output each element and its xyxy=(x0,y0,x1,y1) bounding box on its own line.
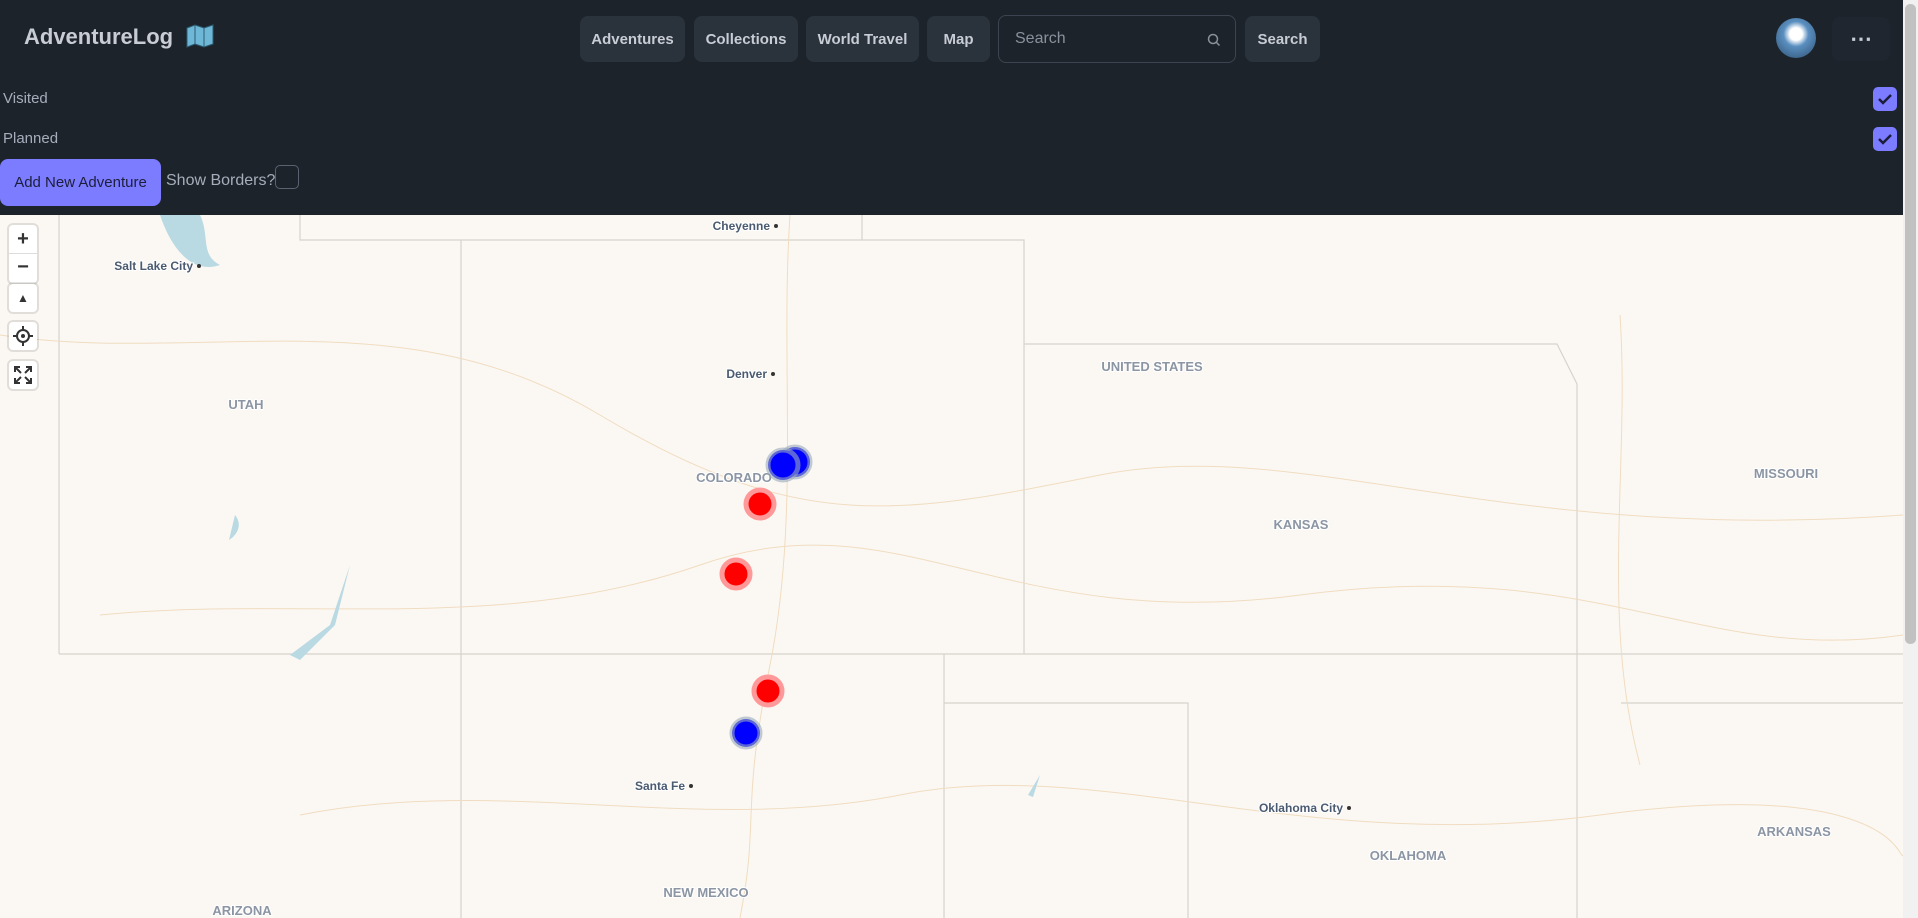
planned-checkbox[interactable] xyxy=(1873,127,1897,151)
city-dot xyxy=(771,372,775,376)
brand-text[interactable]: AdventureLog xyxy=(24,24,174,49)
city-dot xyxy=(774,224,778,228)
region-label: COLORADO xyxy=(696,470,772,485)
city-dot xyxy=(1347,806,1351,810)
planned-marker[interactable] xyxy=(743,487,777,521)
region-label: MISSOURI xyxy=(1754,466,1818,481)
region-label: KANSAS xyxy=(1274,517,1329,532)
search-button[interactable]: Search xyxy=(1245,16,1320,62)
city-label: Oklahoma City xyxy=(1259,801,1343,815)
search-icon xyxy=(1207,33,1221,47)
city-label: Salt Lake City xyxy=(114,259,193,273)
region-label: OKLAHOMA xyxy=(1370,848,1447,863)
region-label: NEW MEXICO xyxy=(663,885,748,900)
nav-button[interactable]: Adventures xyxy=(580,16,685,62)
search-placeholder: Search xyxy=(1015,30,1066,47)
nav-button[interactable]: Map xyxy=(927,16,990,62)
zoom-control: + − xyxy=(9,225,37,283)
planned-marker[interactable] xyxy=(719,557,753,591)
planned-label: Planned xyxy=(3,130,59,147)
marker-group xyxy=(719,444,813,750)
borders-checkbox[interactable] xyxy=(275,165,299,189)
nav-button[interactable]: Collections xyxy=(694,16,798,62)
menu-button[interactable]: ⋯ xyxy=(1832,17,1890,61)
brand[interactable]: AdventureLog xyxy=(24,24,215,50)
compass[interactable]: ▲ xyxy=(9,284,37,312)
map-overlay: ARIZONA NEW MEXICO ARKANSAS OKLAHOMA Oklahom… xyxy=(113,218,1832,918)
brand-icon xyxy=(186,24,214,48)
city-dot xyxy=(689,784,693,788)
avatar[interactable] xyxy=(1776,18,1816,58)
scrollbar xyxy=(1903,0,1918,918)
show-borders-label: Show Borders? xyxy=(166,172,276,189)
add-adventure-button[interactable]: Add New Adventure xyxy=(0,159,161,206)
region-label: ARKANSAS xyxy=(1757,824,1831,839)
planned-marker[interactable] xyxy=(751,674,785,708)
visited-label: Visited xyxy=(3,90,48,107)
nav-button[interactable]: World Travel xyxy=(806,16,919,62)
map-base xyxy=(0,215,1903,918)
city-label: Cheyenne xyxy=(713,219,771,233)
region-label: UTAH xyxy=(228,397,263,412)
visited-checkbox[interactable] xyxy=(1873,87,1897,111)
city-dot xyxy=(197,264,201,268)
city-label: Denver xyxy=(726,367,767,381)
zoom-in[interactable]: + xyxy=(9,225,37,254)
map[interactable]: ARIZONA NEW MEXICO ARKANSAS OKLAHOMA Oklahom… xyxy=(0,215,1903,918)
visited-marker[interactable] xyxy=(729,716,763,750)
region-label: UNITED STATES xyxy=(1101,359,1203,374)
visited-marker[interactable] xyxy=(765,447,801,483)
geolocate[interactable] xyxy=(9,322,37,350)
region-label: ARIZONA xyxy=(212,903,272,918)
city-label: Santa Fe xyxy=(635,779,685,793)
zoom-out[interactable]: − xyxy=(17,256,29,278)
search-input[interactable]: Search xyxy=(998,15,1236,63)
fullscreen[interactable] xyxy=(9,361,37,389)
